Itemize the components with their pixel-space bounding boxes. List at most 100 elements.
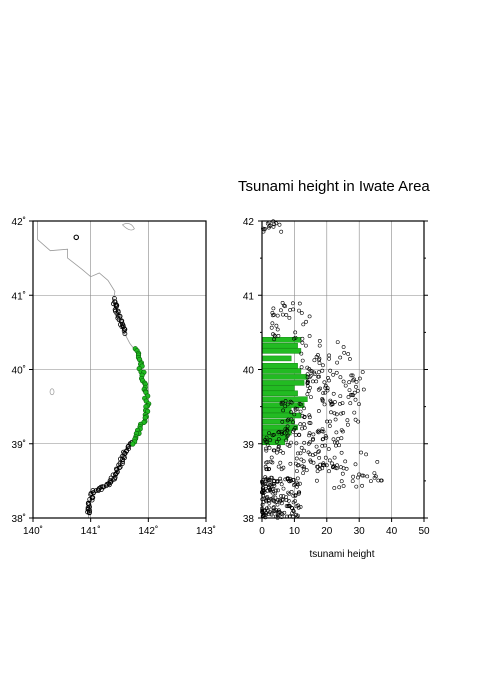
profile-point bbox=[317, 374, 322, 379]
profile-point bbox=[316, 409, 321, 413]
profile-bar bbox=[261, 355, 292, 362]
profile-bar bbox=[261, 407, 292, 414]
profile-point bbox=[343, 383, 348, 388]
profile-point bbox=[321, 437, 326, 441]
profile-point bbox=[327, 353, 332, 358]
profile-point bbox=[360, 370, 365, 374]
profile-point bbox=[293, 493, 298, 498]
map-x-tick-label: 140˚ bbox=[23, 525, 43, 537]
profile-point bbox=[345, 422, 350, 427]
profile-point bbox=[321, 391, 326, 396]
profile-point bbox=[276, 437, 281, 442]
profile-point bbox=[354, 484, 359, 489]
profile-point bbox=[265, 460, 270, 465]
profile-point bbox=[286, 498, 291, 503]
profile-point bbox=[274, 221, 279, 226]
profile-point bbox=[265, 478, 270, 483]
profile-point bbox=[285, 442, 290, 447]
profile-point bbox=[291, 493, 296, 498]
profile-point bbox=[320, 398, 325, 402]
profile-point bbox=[316, 370, 321, 375]
profile-point bbox=[281, 450, 286, 455]
profile-point bbox=[279, 482, 284, 487]
profile-point bbox=[267, 431, 271, 436]
map-panel: 140˚ 141˚ 142˚ 143˚ 38˚ 39˚ 40˚ 41˚ 42˚ bbox=[12, 216, 216, 537]
profile-point bbox=[307, 440, 312, 445]
profile-bar bbox=[261, 368, 302, 374]
profile-point bbox=[267, 224, 272, 229]
profile-point bbox=[295, 451, 300, 456]
map-y-tick-label: 39˚ bbox=[12, 439, 26, 451]
profile-point bbox=[300, 336, 305, 341]
profile-point bbox=[345, 418, 350, 423]
profile-point bbox=[285, 434, 290, 439]
profile-point bbox=[263, 482, 267, 486]
map-y-tick-label: 40˚ bbox=[12, 365, 26, 377]
profile-point bbox=[298, 422, 303, 427]
profile-point bbox=[274, 488, 278, 493]
profile-point bbox=[302, 440, 307, 445]
profile-point bbox=[298, 451, 303, 456]
profile-point bbox=[279, 511, 284, 516]
profile-point bbox=[341, 379, 346, 384]
profile-point bbox=[285, 476, 290, 481]
profile-point bbox=[286, 417, 291, 422]
profile-point bbox=[320, 363, 325, 368]
profile-point bbox=[281, 497, 286, 502]
profile-point bbox=[336, 436, 341, 441]
profile-point bbox=[295, 476, 300, 481]
profile-point bbox=[299, 351, 304, 356]
profile-y-tick-label: 38 bbox=[243, 514, 255, 525]
profile-point bbox=[315, 469, 320, 474]
profile-point bbox=[295, 513, 300, 518]
profile-point bbox=[282, 303, 286, 308]
profile-point bbox=[271, 491, 276, 496]
map-x-tick-labels: 140˚ 141˚ 142˚ 143˚ bbox=[23, 525, 216, 537]
profile-point bbox=[299, 445, 304, 450]
profile-point bbox=[335, 340, 340, 345]
profile-point bbox=[284, 504, 289, 508]
profile-x-tick-label: 40 bbox=[386, 526, 398, 537]
profile-point bbox=[334, 412, 339, 417]
profile-point bbox=[341, 466, 346, 471]
profile-point bbox=[320, 427, 325, 432]
profile-point bbox=[350, 373, 355, 378]
profile-point bbox=[361, 473, 366, 478]
profile-x-tick-label: 0 bbox=[259, 526, 265, 537]
profile-point bbox=[339, 436, 344, 441]
profile-point bbox=[289, 400, 294, 405]
profile-point bbox=[291, 477, 295, 482]
profile-point bbox=[308, 395, 313, 400]
profile-point bbox=[339, 479, 344, 484]
profile-point bbox=[266, 499, 271, 503]
profile-point bbox=[329, 410, 333, 415]
profile-point bbox=[276, 444, 281, 449]
profile-x-tick-label: 20 bbox=[321, 526, 333, 537]
profile-point bbox=[269, 487, 274, 492]
profile-point bbox=[302, 422, 306, 427]
map-observation-points bbox=[73, 234, 152, 516]
profile-point bbox=[335, 360, 340, 365]
profile-point bbox=[302, 448, 307, 453]
profile-point bbox=[299, 311, 304, 315]
profile-point bbox=[280, 430, 285, 435]
profile-point bbox=[279, 229, 284, 234]
profile-point bbox=[324, 463, 329, 468]
profile-bar bbox=[261, 363, 298, 369]
profile-point bbox=[375, 459, 380, 464]
profile-point bbox=[268, 438, 273, 442]
profile-point bbox=[292, 412, 297, 417]
map-point bbox=[121, 328, 127, 334]
profile-point bbox=[308, 458, 313, 463]
profile-point bbox=[316, 428, 321, 433]
tsunami-profile-panel: 0 10 20 30 40 50 38 39 40 41 42 tsunami height bbox=[243, 217, 430, 560]
profile-point bbox=[263, 498, 268, 503]
profile-point bbox=[323, 383, 328, 388]
profile-point bbox=[293, 406, 298, 411]
profile-point bbox=[350, 479, 355, 484]
profile-point bbox=[317, 338, 322, 343]
profile-point bbox=[316, 387, 321, 392]
profile-point bbox=[299, 457, 304, 462]
profile-point bbox=[328, 368, 333, 373]
profile-point bbox=[357, 376, 362, 381]
